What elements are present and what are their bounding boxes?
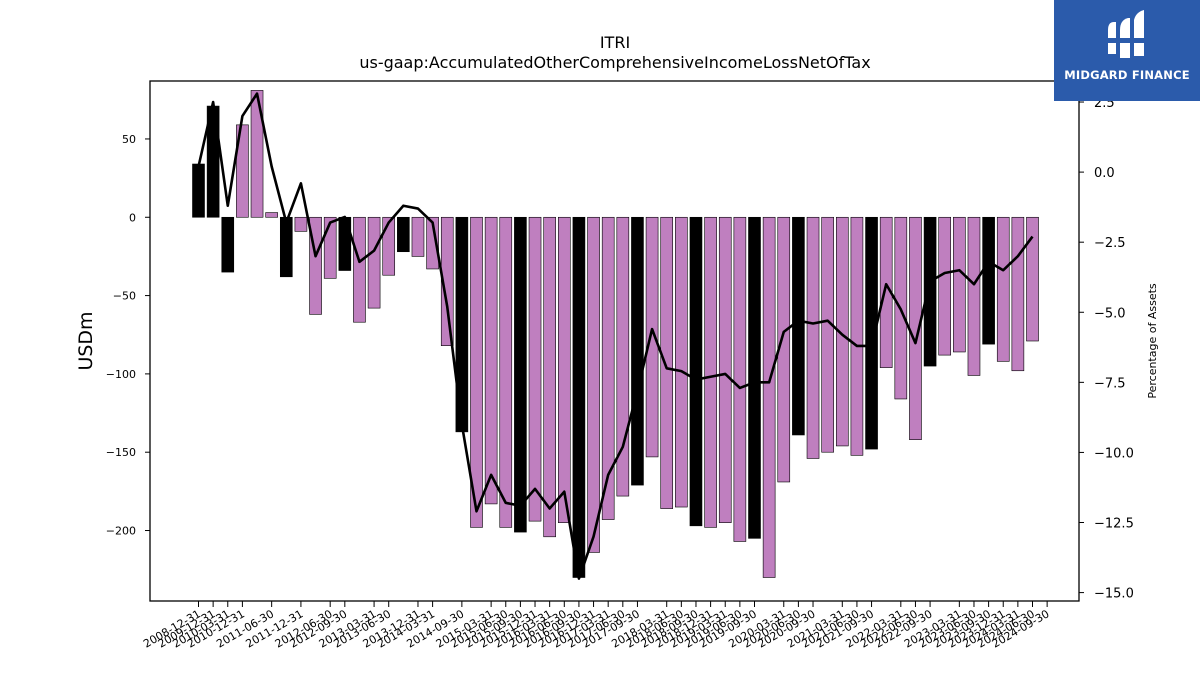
- bar: [748, 216, 761, 539]
- bar: [279, 216, 293, 278]
- bar: [192, 163, 205, 218]
- bar: [660, 216, 674, 509]
- logo-text: MIDGARD FINANCE: [1064, 68, 1190, 82]
- midgard-logo-icon: [1106, 10, 1146, 58]
- bar: [792, 216, 805, 436]
- y2-tick-label: −5.0: [1094, 306, 1126, 321]
- bar: [850, 216, 864, 456]
- bar: [557, 216, 571, 523]
- y2-tick-label: −2.5: [1094, 236, 1126, 251]
- bar: [294, 216, 308, 232]
- bar: [353, 216, 366, 323]
- bar: [982, 216, 995, 345]
- y-tick-label: 0: [129, 211, 136, 224]
- bar: [484, 216, 498, 505]
- y-axis-label: USDm: [75, 311, 97, 370]
- chart-subtitle: us-gaap:AccumulatedOtherComprehensiveInc…: [359, 53, 870, 72]
- bar: [616, 216, 630, 497]
- y-tick-label: −50: [113, 290, 136, 303]
- bar: [397, 216, 410, 253]
- bar: [440, 216, 454, 346]
- bar: [411, 216, 425, 257]
- bar: [323, 216, 337, 279]
- bar: [426, 216, 439, 270]
- bar: [601, 216, 615, 520]
- bar: [572, 216, 586, 578]
- chart-title: ITRI: [600, 33, 630, 52]
- y-tick-label: −200: [106, 525, 136, 538]
- brand-logo: MIDGARD FINANCE: [1054, 0, 1200, 101]
- bar: [718, 216, 732, 523]
- bar: [996, 216, 1010, 362]
- bar: [953, 216, 966, 353]
- bar: [967, 216, 981, 376]
- bar: [250, 90, 264, 218]
- bar: [1011, 216, 1025, 372]
- bar: [835, 216, 849, 447]
- bar: [338, 216, 352, 271]
- y-tick-label: −150: [106, 446, 136, 459]
- y2-tick-label: −15.0: [1094, 587, 1134, 602]
- y2-tick-label: 0.0: [1094, 166, 1115, 181]
- bar: [762, 216, 776, 578]
- bar: [865, 216, 878, 450]
- y-tick-label: 50: [122, 133, 136, 146]
- bar: [689, 216, 703, 527]
- bar: [587, 216, 600, 553]
- bar: [265, 212, 278, 218]
- y2-tick-label: −12.5: [1094, 517, 1134, 532]
- bar: [806, 216, 820, 459]
- bar: [704, 216, 717, 528]
- bar: [367, 216, 381, 309]
- bar: [923, 216, 937, 367]
- percentage-line: [197, 92, 1034, 580]
- bar: [938, 216, 952, 356]
- y-tick-label: −100: [106, 368, 136, 381]
- bar: [470, 216, 483, 528]
- bar: [675, 216, 688, 508]
- bars-group: [192, 90, 1039, 578]
- y2-axis-label: Percentage of Assets: [1146, 283, 1159, 399]
- bar: [382, 216, 396, 276]
- axes-group: 500−50−100−150−2002.50.0−2.5−5.0−7.5−10.…: [106, 80, 1134, 651]
- y2-tick-label: −7.5: [1094, 376, 1126, 391]
- line-group: [197, 92, 1034, 580]
- bar: [733, 216, 747, 542]
- bar: [221, 216, 235, 273]
- bar: [236, 124, 249, 218]
- bar: [528, 216, 542, 522]
- bar: [631, 216, 644, 486]
- bar: [543, 216, 556, 538]
- y2-tick-label: −10.0: [1094, 446, 1134, 461]
- bar: [645, 216, 659, 458]
- bar: [821, 216, 834, 453]
- bar: [514, 216, 527, 533]
- plot-frame: [149, 80, 1080, 602]
- bar: [1026, 216, 1039, 342]
- bar: [499, 216, 513, 528]
